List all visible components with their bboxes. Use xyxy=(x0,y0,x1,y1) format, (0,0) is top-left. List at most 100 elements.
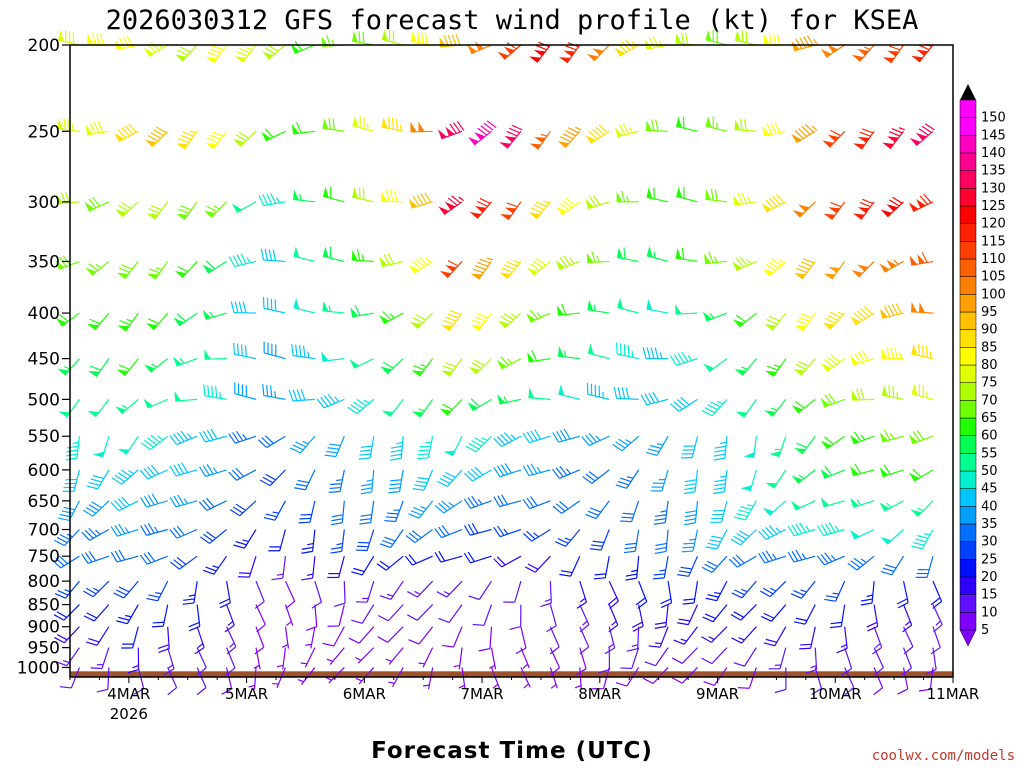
barb-feather xyxy=(389,457,402,461)
barb-feather xyxy=(866,621,878,628)
wind-barb xyxy=(351,604,375,624)
barb-shaft xyxy=(293,354,315,360)
barb-feather xyxy=(817,525,825,536)
barb-feather xyxy=(619,477,632,483)
barb-feather xyxy=(206,429,214,441)
barb-flag xyxy=(794,272,806,279)
barb-half-feather xyxy=(659,569,666,572)
barb-shaft xyxy=(646,129,669,132)
barb-half-feather xyxy=(575,126,582,131)
barb-feather xyxy=(889,199,900,207)
barb-feather xyxy=(437,526,446,537)
barb-feather xyxy=(173,433,181,444)
barb-feather xyxy=(479,197,491,204)
wind-barb xyxy=(333,581,346,608)
barb-shaft xyxy=(333,626,345,647)
wind-barb xyxy=(820,497,845,508)
barb-feather xyxy=(56,611,68,618)
barb-feather xyxy=(262,194,269,206)
barb-feather xyxy=(529,309,539,320)
barb-shaft xyxy=(835,580,846,602)
barb-feather xyxy=(617,480,629,486)
barb-half-feather xyxy=(71,124,75,131)
barb-feather xyxy=(415,314,426,321)
wind-barb xyxy=(497,312,522,329)
wind-barb xyxy=(880,529,904,545)
barb-feather xyxy=(646,347,651,359)
wind-barb xyxy=(352,115,374,132)
wind-barb xyxy=(379,253,404,268)
wind-barb xyxy=(631,604,644,632)
wind-barb xyxy=(85,260,110,276)
wind-barb xyxy=(301,556,316,581)
wind-barb xyxy=(589,529,610,551)
barb-feather xyxy=(358,457,371,460)
barb-feather xyxy=(235,467,245,477)
barb-shaft xyxy=(418,500,434,519)
barb-half-feather xyxy=(197,643,204,649)
barb-feather xyxy=(96,688,109,693)
wind-barb xyxy=(872,626,883,655)
barb-flag xyxy=(705,29,712,42)
wind-barb xyxy=(468,580,492,601)
wind-barb xyxy=(671,647,698,664)
wind-barb xyxy=(620,500,640,523)
barb-feather xyxy=(889,45,901,51)
wind-barb xyxy=(612,435,640,452)
barb-feather xyxy=(847,562,858,571)
barb-shaft xyxy=(183,201,198,221)
barb-feather xyxy=(918,344,920,356)
barb-shaft xyxy=(123,358,139,377)
wind-barb xyxy=(262,384,286,400)
barb-feather xyxy=(766,123,773,135)
barb-feather xyxy=(169,496,177,508)
barb-feather xyxy=(615,441,626,449)
wind-barb xyxy=(574,667,582,690)
barb-feather xyxy=(892,196,903,204)
wind-barb xyxy=(463,466,492,482)
wind-barb xyxy=(671,667,698,684)
wind-barb xyxy=(434,550,463,563)
barb-feather xyxy=(677,622,689,626)
barb-shaft xyxy=(181,44,198,62)
barb-feather xyxy=(559,573,571,577)
barb-feather xyxy=(660,598,672,605)
barb-flag xyxy=(557,141,570,148)
wind-barb xyxy=(259,469,286,487)
barb-feather xyxy=(128,123,137,133)
wind-barb xyxy=(146,261,169,280)
barb-shaft xyxy=(705,39,728,46)
wind-barb xyxy=(761,193,787,213)
wind-barb xyxy=(410,121,433,133)
barb-flag xyxy=(322,246,329,258)
barb-flag xyxy=(293,189,299,201)
barb-feather xyxy=(859,131,871,137)
wind-barb xyxy=(740,469,757,492)
barb-feather xyxy=(798,316,810,322)
barb-shaft xyxy=(176,358,198,367)
wind-barb xyxy=(520,667,531,689)
barb-feather xyxy=(533,204,545,211)
wind-barb xyxy=(625,556,640,581)
barb-feather xyxy=(148,268,160,274)
barb-shaft xyxy=(274,500,286,521)
barb-feather xyxy=(477,200,488,207)
barb-feather xyxy=(63,118,67,130)
barb-half-feather xyxy=(385,658,392,662)
barb-feather xyxy=(824,436,834,445)
wind-barb xyxy=(254,580,265,609)
barb-feather xyxy=(120,469,132,477)
wind-barb xyxy=(146,580,169,602)
barb-shaft xyxy=(636,556,640,579)
barb-feather xyxy=(794,130,804,139)
barb-half-feather xyxy=(810,665,817,669)
barb-shaft xyxy=(646,196,669,203)
wind-barb xyxy=(879,259,904,273)
y-tick-label: 650 xyxy=(28,492,60,512)
barb-feather xyxy=(888,385,891,397)
barb-half-feather xyxy=(422,684,430,687)
barb-feather xyxy=(762,587,774,595)
barb-feather xyxy=(892,386,895,398)
wind-barb xyxy=(347,398,375,415)
wind-barb xyxy=(355,647,375,664)
